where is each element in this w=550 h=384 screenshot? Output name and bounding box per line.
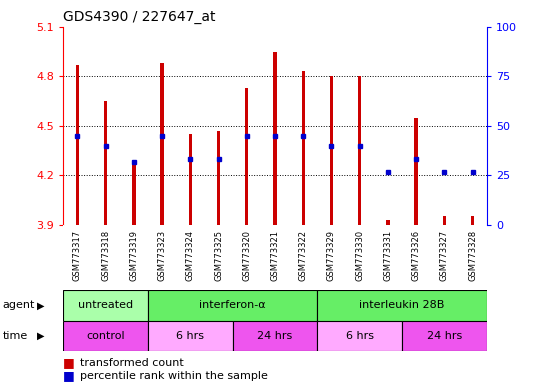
Bar xyxy=(233,321,317,351)
Text: GSM773318: GSM773318 xyxy=(101,230,110,281)
Text: ■: ■ xyxy=(63,356,75,369)
Text: GDS4390 / 227647_at: GDS4390 / 227647_at xyxy=(63,10,216,23)
Text: ▶: ▶ xyxy=(37,300,45,310)
Text: untreated: untreated xyxy=(78,300,133,310)
Text: interleukin 28B: interleukin 28B xyxy=(359,300,445,310)
Bar xyxy=(301,71,305,225)
Bar xyxy=(273,51,277,225)
Text: 6 hrs: 6 hrs xyxy=(177,331,204,341)
Text: GSM773321: GSM773321 xyxy=(271,230,279,281)
Bar xyxy=(245,88,249,225)
Text: GSM773319: GSM773319 xyxy=(129,230,139,281)
Text: GSM773320: GSM773320 xyxy=(242,230,251,281)
Bar xyxy=(104,101,107,225)
Text: 6 hrs: 6 hrs xyxy=(346,331,373,341)
Text: ▶: ▶ xyxy=(37,331,45,341)
Text: GSM773328: GSM773328 xyxy=(468,230,477,281)
Text: GSM773325: GSM773325 xyxy=(214,230,223,281)
Text: ■: ■ xyxy=(63,369,75,382)
Text: agent: agent xyxy=(3,300,35,310)
Bar xyxy=(317,290,487,321)
Bar xyxy=(148,290,317,321)
Bar xyxy=(471,217,474,225)
Bar xyxy=(161,63,164,225)
Bar xyxy=(217,131,220,225)
Text: GSM773324: GSM773324 xyxy=(186,230,195,281)
Bar xyxy=(63,290,148,321)
Bar xyxy=(63,321,148,351)
Bar xyxy=(415,118,418,225)
Bar xyxy=(189,134,192,225)
Bar xyxy=(358,76,361,225)
Text: GSM773330: GSM773330 xyxy=(355,230,364,281)
Text: control: control xyxy=(86,331,125,341)
Text: GSM773331: GSM773331 xyxy=(383,230,393,281)
Bar xyxy=(76,65,79,225)
Text: percentile rank within the sample: percentile rank within the sample xyxy=(80,371,268,381)
Text: 24 hrs: 24 hrs xyxy=(257,331,293,341)
Text: GSM773322: GSM773322 xyxy=(299,230,308,281)
Text: interferon-α: interferon-α xyxy=(199,300,266,310)
Text: GSM773329: GSM773329 xyxy=(327,230,336,281)
Bar xyxy=(148,321,233,351)
Text: time: time xyxy=(3,331,28,341)
Bar xyxy=(402,321,487,351)
Text: GSM773323: GSM773323 xyxy=(157,230,167,281)
Text: GSM773327: GSM773327 xyxy=(440,230,449,281)
Text: transformed count: transformed count xyxy=(80,358,184,368)
Bar xyxy=(317,321,402,351)
Text: 24 hrs: 24 hrs xyxy=(427,331,462,341)
Text: GSM773326: GSM773326 xyxy=(411,230,421,281)
Bar xyxy=(330,76,333,225)
Bar xyxy=(443,217,446,225)
Bar xyxy=(132,162,135,225)
Text: GSM773317: GSM773317 xyxy=(73,230,82,281)
Bar xyxy=(386,220,389,225)
